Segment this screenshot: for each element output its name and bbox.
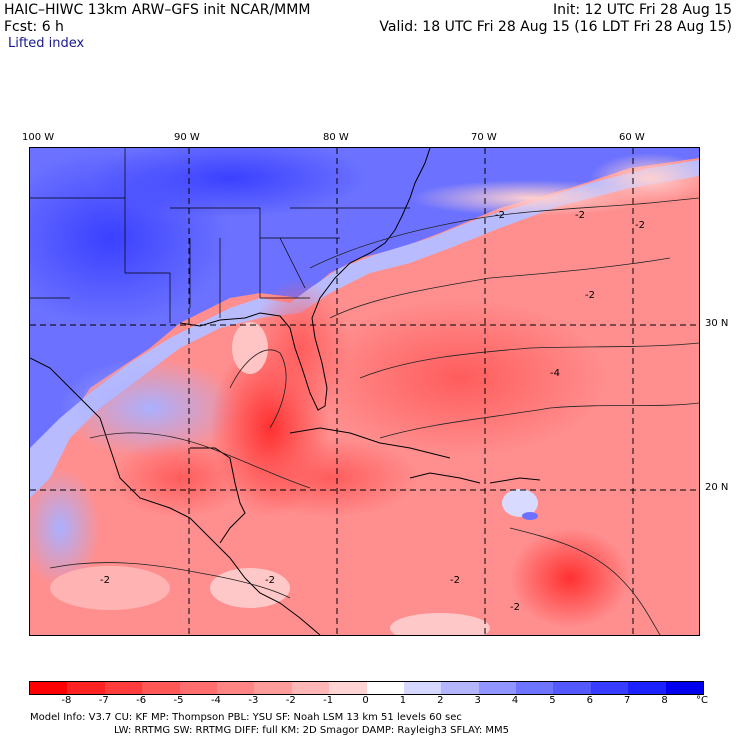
model-info-line1: Model Info: V3.7 CU: KF MP: Thompson PBL…	[30, 712, 462, 723]
lon-label-90w: 90 W	[174, 132, 200, 143]
gulf-stable-pocket	[232, 322, 268, 374]
color-scale-swatch	[67, 682, 105, 694]
color-scale-bar	[29, 681, 704, 695]
color-scale-tick: 2	[437, 695, 444, 706]
color-scale-tick: -4	[210, 695, 221, 706]
lat-label-20n: 20 N	[705, 482, 729, 493]
contour-label: -2	[100, 575, 110, 586]
south-light-area	[390, 613, 490, 635]
caribbean-west-unstable	[240, 438, 420, 518]
color-scale-tick: 7	[624, 695, 631, 706]
bay-campeche-unstable	[110, 438, 250, 518]
color-scale-swatch	[142, 682, 180, 694]
map-canvas: -2 -2 -2 -2 -4 -2 -2 -2 -2	[30, 148, 699, 635]
color-scale-tick: 3	[474, 695, 481, 706]
contour-label: -2	[265, 575, 275, 586]
color-scale-unit: °C	[696, 695, 708, 706]
atlantic-unstable	[310, 298, 610, 458]
lat-lon-grid	[30, 148, 699, 635]
pacific-light-area	[50, 566, 170, 610]
lon-label-60w: 60 W	[619, 132, 645, 143]
color-scale-swatch	[104, 682, 143, 694]
lon-label-80w: 80 W	[323, 132, 349, 143]
contour-label: -2	[495, 210, 505, 221]
color-scale-tick: -2	[285, 695, 296, 706]
init-time: Init: 12 UTC Fri 28 Aug 15	[552, 2, 732, 18]
color-scale-swatch	[366, 682, 404, 694]
color-scale-swatch	[291, 682, 330, 694]
contour-label: -2	[510, 602, 520, 613]
color-scale-tick: -1	[323, 695, 334, 706]
forecast-hour: Fcst: 6 h	[4, 19, 64, 35]
coastlines	[30, 148, 541, 635]
color-scale-swatch	[665, 682, 704, 694]
atlantic-ne-band	[590, 153, 699, 203]
caribbean-unstable	[510, 528, 630, 628]
lon-label-100w: 100 W	[22, 132, 55, 143]
color-scale-swatch	[403, 682, 442, 694]
color-scale-swatch	[441, 682, 479, 694]
blue-core-north	[90, 148, 370, 218]
state-borders	[30, 148, 410, 323]
color-scale-swatch	[628, 682, 666, 694]
caribbean-stable-pocket	[502, 489, 538, 517]
valid-time: Valid: 18 UTC Fri 28 Aug 15 (16 LDT Fri …	[379, 19, 732, 35]
lifted-index-map: -2 -2 -2 -2 -4 -2 -2 -2 -2	[29, 147, 700, 636]
lat-label-30n: 30 N	[705, 318, 729, 329]
mexico-coast-stable	[30, 468, 100, 588]
color-scale-tick: -3	[248, 695, 259, 706]
color-scale-tick: -8	[61, 695, 72, 706]
contour-label: -2	[585, 290, 595, 301]
model-title: HAIC–HIWC 13km ARW–GFS init NCAR/MMM	[4, 2, 311, 18]
color-scale-swatch	[590, 682, 629, 694]
color-scale-tick: -7	[98, 695, 109, 706]
color-scale-tick: 8	[661, 695, 668, 706]
contour-label: -2	[635, 220, 645, 231]
color-scale-swatch	[478, 682, 517, 694]
model-info-line2: LW: RRTMG SW: RRTMG DIFF: full KM: 2D Sm…	[114, 725, 510, 736]
color-scale-tick: -5	[173, 695, 184, 706]
color-scale-swatch	[254, 682, 292, 694]
color-scale-tick: 1	[399, 695, 407, 706]
color-scale-tick: 5	[549, 695, 556, 706]
color-scale-tick: 0	[362, 695, 369, 706]
color-scale-tick: 6	[586, 695, 594, 706]
contour-label: -4	[550, 368, 560, 379]
caribbean-blue-spot	[522, 512, 538, 520]
color-scale-swatch	[516, 682, 554, 694]
lon-label-70w: 70 W	[471, 132, 497, 143]
color-scale-tick: -6	[136, 695, 147, 706]
color-scale-swatch	[30, 682, 68, 694]
contour-label: -2	[450, 575, 460, 586]
field-name: Lifted index	[8, 36, 85, 51]
color-scale-swatch	[179, 682, 217, 694]
color-scale-tick: 4	[511, 695, 519, 706]
color-scale-swatch	[553, 682, 591, 694]
color-scale-swatch	[329, 682, 367, 694]
contour-label: -2	[575, 210, 585, 221]
color-scale-swatch	[216, 682, 255, 694]
contours	[49, 197, 699, 635]
